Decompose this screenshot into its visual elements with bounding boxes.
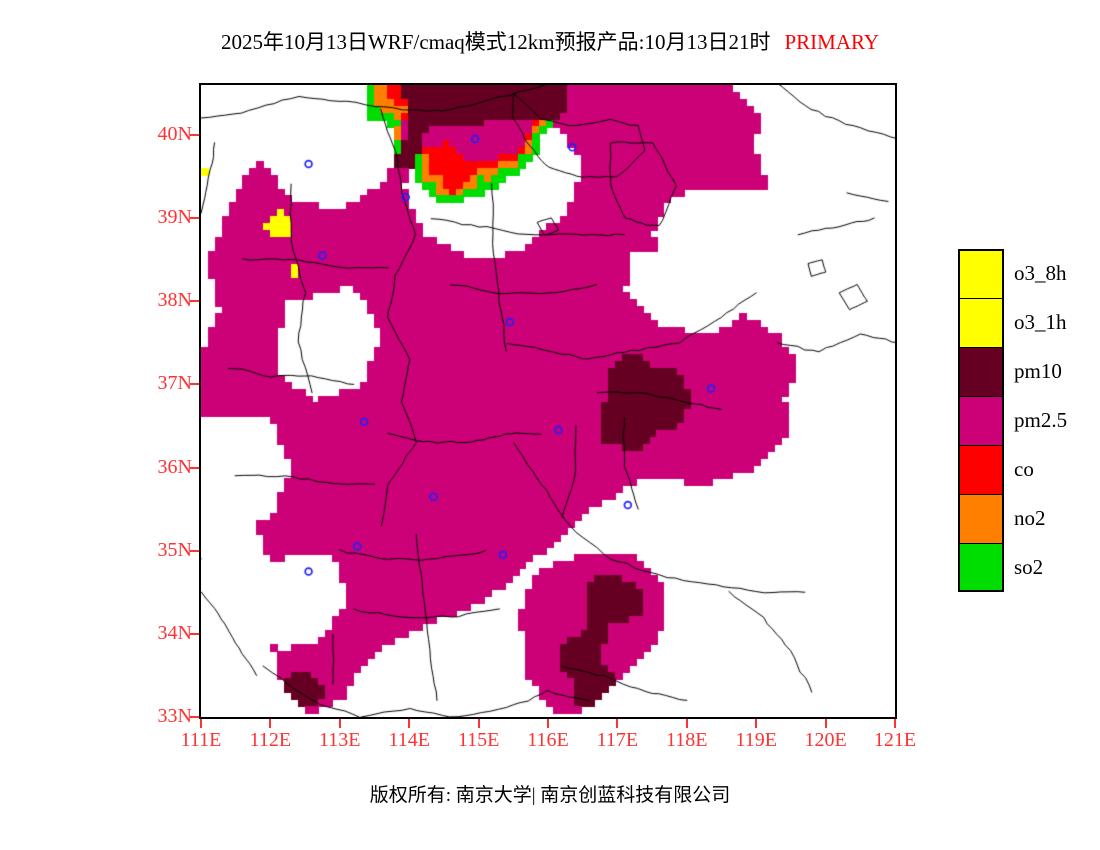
x-tick-mark — [824, 719, 827, 728]
legend-label: co — [1014, 457, 1034, 481]
legend-label: o3_1h — [1014, 310, 1067, 334]
y-tick-mark — [190, 549, 199, 552]
y-tick-mark — [190, 466, 199, 469]
x-tick-label-113E: 113E — [319, 729, 361, 751]
title-text: 2025年10月13日WRF/cmaq模式12km预报产品:10月13日21时 — [220, 30, 771, 54]
y-tick-mark — [190, 632, 199, 635]
legend-separator — [958, 347, 1004, 348]
legend-separator — [958, 543, 1004, 544]
legend-swatch-4 — [958, 445, 1004, 494]
y-tick-label-35N: 35N — [157, 538, 192, 561]
x-tick-label-114E: 114E — [388, 729, 430, 751]
y-tick-label-34N: 34N — [157, 621, 192, 644]
y-tick-label-38N: 38N — [157, 289, 192, 312]
page-title: 2025年10月13日WRF/cmaq模式12km预报产品:10月13日21时 P… — [0, 26, 1100, 56]
y-tick-label-37N: 37N — [157, 372, 192, 395]
x-tick-mark — [685, 719, 688, 728]
legend-swatch-6 — [958, 543, 1004, 592]
legend-swatch-0 — [958, 249, 1004, 298]
legend-separator — [958, 298, 1004, 299]
y-tick-mark — [190, 133, 199, 136]
y-tick-mark — [190, 217, 199, 220]
x-tick-mark — [547, 719, 549, 728]
x-tick-label-116E: 116E — [527, 729, 569, 751]
x-tick-mark — [338, 719, 341, 728]
x-tick-label-117E: 117E — [596, 729, 639, 751]
x-tick-label-119E: 119E — [735, 729, 777, 751]
legend-label: so2 — [1014, 555, 1044, 579]
legend-label: pm2.5 — [1014, 408, 1068, 432]
x-tick-mark — [477, 719, 480, 728]
y-tick-mark — [190, 383, 199, 386]
x-tick-mark — [755, 719, 758, 728]
legend-separator — [958, 494, 1004, 495]
map-plot-area[interactable] — [199, 83, 897, 719]
legend-swatch-1 — [958, 298, 1004, 347]
y-tick-label-36N: 36N — [157, 455, 192, 478]
x-tick-label-118E: 118E — [666, 729, 708, 751]
legend-swatch-3 — [958, 396, 1004, 445]
x-tick-label-115E: 115E — [457, 729, 500, 751]
x-tick-mark — [269, 719, 272, 728]
legend-label: no2 — [1014, 506, 1046, 530]
x-tick-mark — [616, 719, 619, 728]
legend-label: o3_8h — [1014, 261, 1067, 285]
legend-swatch-2 — [958, 347, 1004, 396]
x-tick-label-121E: 121E — [873, 729, 917, 751]
x-tick-mark — [408, 719, 411, 728]
y-tick-label-39N: 39N — [157, 206, 192, 229]
copyright-footer: 版权所有: 南京大学| 南京创蓝科技有限公司 — [369, 785, 731, 806]
x-tick-label-112E: 112E — [249, 729, 292, 751]
pollutant-raster-canvas[interactable] — [201, 85, 895, 717]
x-tick-mark — [200, 719, 202, 728]
y-tick-label-40N: 40N — [157, 122, 192, 145]
y-tick-mark — [190, 716, 199, 718]
x-tick-label-120E: 120E — [804, 729, 847, 751]
legend-separator — [958, 249, 1004, 250]
legend-swatch-5 — [958, 494, 1004, 543]
legend-separator — [958, 445, 1004, 446]
y-tick-mark — [190, 300, 199, 303]
legend-separator — [958, 396, 1004, 397]
legend-label: pm10 — [1014, 359, 1062, 383]
title-product-tag: PRIMARY — [784, 30, 880, 54]
x-tick-mark — [894, 719, 896, 728]
x-tick-label-111E: 111E — [180, 729, 222, 751]
y-tick-label-33N: 33N — [157, 705, 192, 727]
